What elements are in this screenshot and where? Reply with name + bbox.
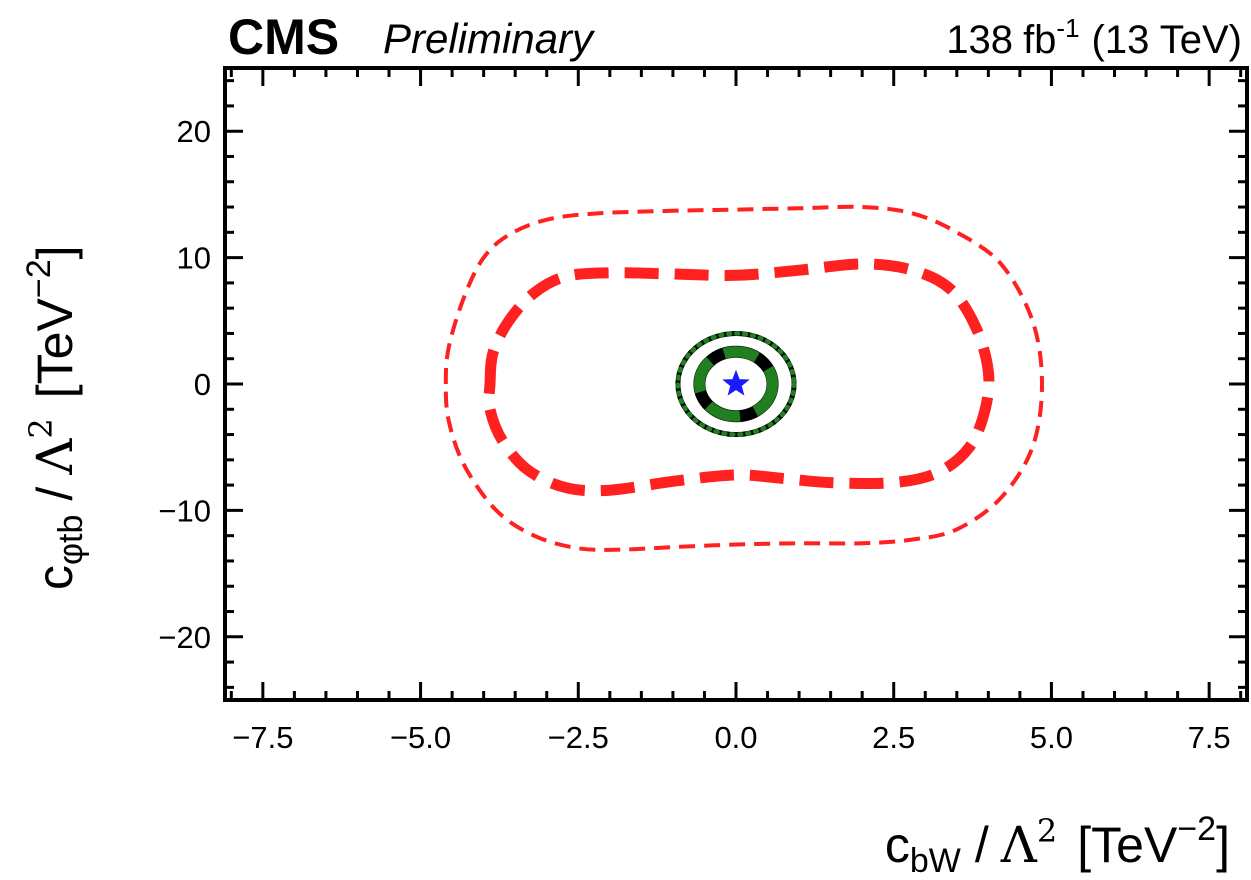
lumi-value: 138 [946,18,1013,62]
lumi-unit: fb [1023,18,1056,62]
tick-labels: −7.5 −5.0 −2.5 0.0 2.5 5.0 7.5 −20 −10 0 10 20 [158,114,1230,755]
x-tick-label: −5.0 [390,720,451,755]
x-tick-label: 5.0 [1030,720,1073,755]
energy-label: (13 TeV) [1092,18,1242,62]
y-title-pow: 2 [22,418,60,438]
x-title-unit: [TeV [1077,817,1178,873]
preliminary-label: Preliminary [383,15,596,62]
contour-green-68cl [693,346,779,422]
y-title-unit-exp: −2 [20,259,58,298]
x-title-sep: / [975,817,989,873]
contour-green-95cl [675,331,797,437]
y-axis-title: cφtb / Λ2 [TeV−2] [20,245,90,590]
contour-red-68cl-inner [483,258,995,497]
x-title-unit-exp: −2 [1177,810,1216,848]
lumi-exp: -1 [1056,13,1079,43]
x-axis-title: cbW / Λ2 [TeV−2] [885,810,1230,880]
y-tick-label: 10 [177,241,211,276]
y-tick-label: −20 [158,620,211,655]
y-title-sub: φtb [52,515,90,565]
y-tick-label: 20 [177,114,211,149]
luminosity-label: 138 fb-1 (13 TeV) [946,13,1242,62]
x-title-c: c [885,817,910,873]
best-fit-star-icon [722,369,750,396]
x-title-lambda: Λ [1000,816,1038,874]
best-fit-marker-group [722,369,750,396]
y-title-sep: / [27,487,83,501]
x-title-pow: 2 [1037,812,1057,850]
x-title-sub: bW [910,842,961,880]
axis-ticks [225,68,1247,700]
x-tick-label: 0.0 [714,720,757,755]
y-title-unit: [TeV [27,298,83,399]
cms-label: CMS [228,9,339,65]
x-tick-label: −2.5 [548,720,609,755]
y-tick-label: −10 [158,493,211,528]
contours [443,204,1045,552]
x-title-close: ] [1216,817,1230,873]
x-tick-label: −7.5 [232,720,293,755]
y-title-lambda: Λ [26,438,84,476]
x-tick-label: 7.5 [1188,720,1231,755]
y-tick-label: 0 [194,367,211,402]
x-tick-label: 2.5 [872,720,915,755]
contour-red-95cl-outer [443,204,1045,552]
y-title-close: ] [27,245,83,259]
y-title-c: c [27,565,83,590]
